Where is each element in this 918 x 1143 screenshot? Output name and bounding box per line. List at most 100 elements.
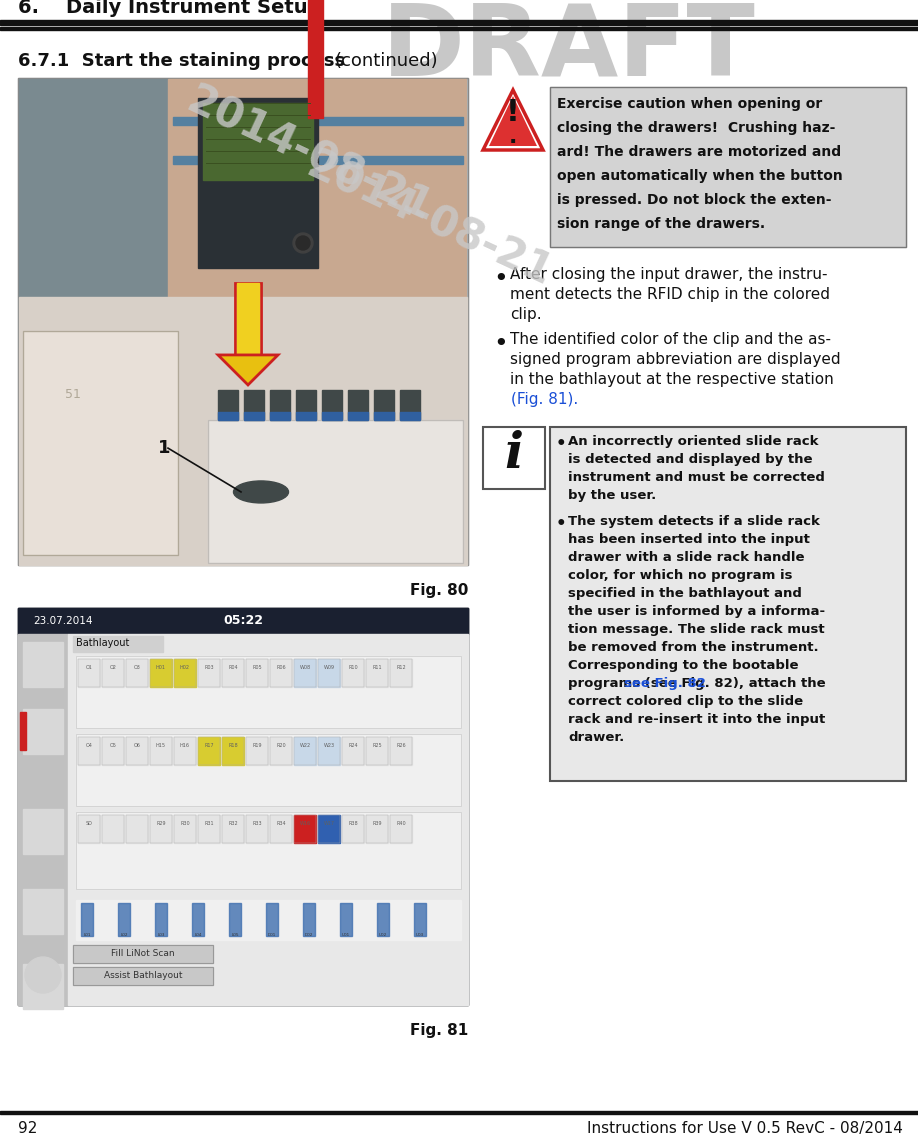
Bar [244, 411, 264, 419]
Bar [318, 737, 340, 765]
Bar [222, 660, 244, 687]
Bar [155, 903, 167, 936]
Bar [366, 815, 388, 844]
Text: is pressed. Do not block the exten-: is pressed. Do not block the exten- [557, 193, 832, 207]
Text: 2014-08-21: 2014-08-21 [181, 80, 440, 230]
Circle shape [25, 957, 61, 993]
Bar [18, 608, 468, 634]
Text: signed program abbreviation are displayed: signed program abbreviation are displaye… [510, 352, 841, 367]
Bar [550, 87, 906, 247]
Text: Assist Bathlayout: Assist Bathlayout [104, 972, 183, 981]
Bar [18, 634, 68, 1005]
Text: Exercise caution when opening or: Exercise caution when opening or [557, 97, 823, 111]
Text: (continued): (continued) [335, 51, 439, 70]
Bar [390, 815, 412, 844]
Bar [348, 390, 368, 419]
Bar [374, 411, 394, 419]
Bar [270, 660, 292, 687]
Bar [270, 737, 292, 765]
Bar [0, 27, 918, 30]
Text: W23: W23 [323, 743, 334, 748]
Text: !: ! [506, 98, 520, 127]
Text: O1: O1 [85, 665, 93, 670]
Bar [366, 737, 388, 765]
Bar [340, 903, 352, 936]
Text: 2014-08-21: 2014-08-21 [300, 145, 559, 295]
Text: The system detects if a slide rack: The system detects if a slide rack [568, 515, 820, 528]
Bar [342, 737, 364, 765]
Bar [23, 709, 63, 754]
Bar [18, 78, 468, 565]
Bar [348, 411, 368, 419]
Text: W17: W17 [323, 821, 334, 826]
Bar [377, 903, 389, 936]
Text: 6.7.1  Start the staining process: 6.7.1 Start the staining process [18, 51, 352, 70]
Text: .: . [509, 127, 517, 146]
Bar [198, 815, 220, 844]
Bar [318, 815, 340, 844]
Bar [76, 734, 461, 806]
Bar [198, 815, 220, 844]
Bar [237, 282, 259, 360]
Text: R39: R39 [373, 821, 382, 826]
Bar [222, 737, 244, 765]
Text: specified in the bathlayout and: specified in the bathlayout and [568, 588, 802, 600]
Bar [18, 608, 468, 1005]
Bar [294, 737, 316, 765]
Text: W09: W09 [323, 665, 334, 670]
Bar [76, 656, 461, 728]
Circle shape [293, 233, 313, 253]
Bar [244, 390, 264, 419]
Text: 1: 1 [158, 439, 171, 457]
Text: has been inserted into the input: has been inserted into the input [568, 533, 810, 546]
Text: R29: R29 [156, 821, 166, 826]
Bar [390, 737, 412, 765]
Text: see Fig. 82: see Fig. 82 [623, 677, 705, 690]
Text: D02: D02 [305, 933, 313, 937]
Circle shape [296, 235, 310, 250]
Bar [23, 331, 178, 555]
Bar [246, 660, 268, 687]
Text: SD: SD [85, 821, 93, 826]
Text: tion message. The slide rack must: tion message. The slide rack must [568, 623, 824, 636]
Bar [318, 815, 340, 844]
Bar [78, 660, 100, 687]
Text: R38: R38 [348, 821, 358, 826]
Bar [73, 636, 163, 652]
Bar [342, 737, 364, 765]
Text: H16: H16 [180, 743, 190, 748]
Text: drawer.: drawer. [568, 732, 624, 744]
Bar [81, 903, 93, 936]
Text: L03: L03 [157, 933, 164, 937]
Text: 23.07.2014: 23.07.2014 [33, 616, 93, 626]
Text: DRAFT: DRAFT [382, 0, 756, 97]
Text: color, for which no program is: color, for which no program is [568, 569, 792, 582]
Text: O3: O3 [133, 665, 140, 670]
Text: programs (see Fig. 82), attach the: programs (see Fig. 82), attach the [568, 677, 825, 690]
Bar [550, 87, 906, 247]
Text: H15: H15 [156, 743, 166, 748]
Text: R40: R40 [397, 821, 406, 826]
Bar [0, 19, 918, 25]
Bar [174, 815, 196, 844]
Bar [270, 660, 292, 687]
Polygon shape [483, 90, 543, 150]
Text: 6.    Daily Instrument Setup: 6. Daily Instrument Setup [18, 0, 321, 17]
Bar [76, 734, 461, 806]
Bar [246, 737, 268, 765]
Text: R05: R05 [252, 665, 262, 670]
Bar [483, 427, 545, 489]
Text: 05:22: 05:22 [223, 615, 263, 628]
Bar [102, 737, 124, 765]
Bar [174, 660, 196, 687]
Bar [218, 390, 238, 419]
Bar [414, 903, 426, 936]
Bar [400, 390, 420, 419]
Bar [173, 117, 463, 125]
Bar [303, 903, 315, 936]
Bar [198, 660, 220, 687]
Text: W16: W16 [299, 821, 310, 826]
Bar [208, 419, 463, 563]
Bar [18, 78, 468, 565]
Text: open automatically when the button: open automatically when the button [557, 169, 843, 183]
